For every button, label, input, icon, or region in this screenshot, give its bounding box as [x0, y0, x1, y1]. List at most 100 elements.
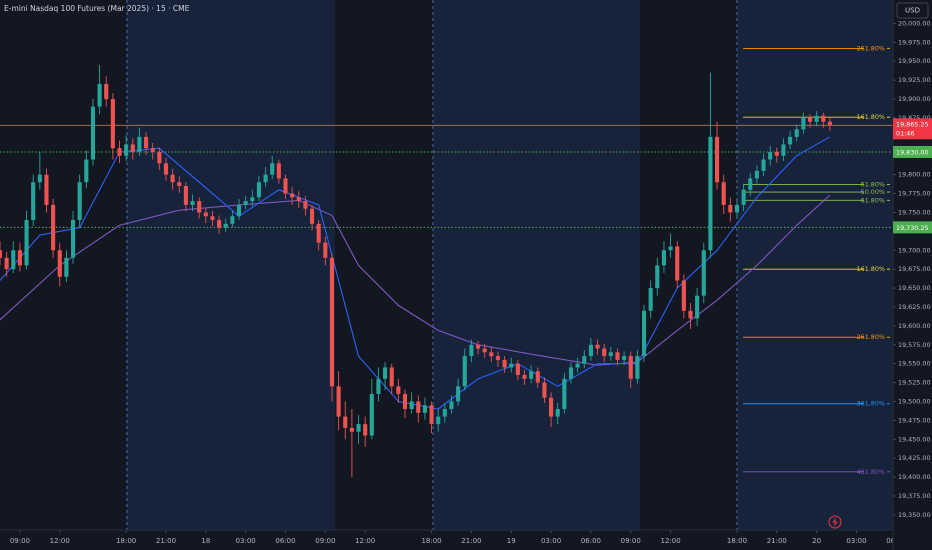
fib-label: 361.80%: [857, 400, 885, 408]
candle-body: [628, 356, 633, 379]
candle-body: [290, 193, 295, 198]
x-tick-label: 18:00: [421, 537, 441, 545]
candle-body: [522, 375, 527, 379]
candle-body: [781, 144, 786, 156]
y-tick-label: 19,500.00: [898, 397, 931, 405]
session-band: [433, 0, 640, 530]
y-tick-label: 19,375.00: [898, 492, 931, 500]
x-tick-label: 21:00: [156, 537, 176, 545]
candle-body: [97, 83, 102, 107]
candle-body: [70, 220, 76, 258]
candle-body: [734, 204, 740, 213]
candle-body: [137, 136, 142, 152]
candle-body: [117, 148, 122, 156]
last-price-tag: [893, 118, 932, 140]
candle-body: [688, 310, 693, 319]
candle-body: [383, 367, 388, 379]
countdown-label: 01:46: [896, 129, 914, 137]
y-tick-label: 19,800.00: [898, 171, 931, 179]
x-tick-label: 19: [507, 537, 516, 545]
candle-body: [827, 121, 832, 126]
candle-body: [303, 201, 308, 209]
y-tick-label: 19,525.00: [898, 379, 931, 387]
currency-button[interactable]: [896, 2, 929, 19]
candle-body: [568, 367, 574, 379]
price-axis: [893, 0, 932, 550]
candle-body: [57, 250, 62, 277]
candle-body: [150, 148, 155, 152]
candle-body: [236, 204, 242, 217]
y-tick-label: 19,950.00: [898, 57, 931, 65]
candle-body: [575, 363, 580, 368]
candle-body: [529, 371, 534, 379]
candle-body: [602, 348, 607, 357]
candle-body: [197, 201, 202, 213]
candle-body: [37, 174, 42, 183]
candle-body: [316, 223, 321, 243]
x-tick-label: 12:00: [660, 537, 680, 545]
chart-title: E-mini Nasdaq 100 Futures (Mar 2025) · 1…: [4, 4, 190, 13]
candle-body: [296, 197, 301, 202]
x-tick-label: 09:00: [315, 537, 335, 545]
y-tick-label: 19,350.00: [898, 511, 931, 519]
candle-body: [11, 250, 16, 270]
candle-body: [270, 163, 275, 175]
candle-body: [475, 344, 481, 349]
x-tick-label: 18:00: [116, 537, 136, 545]
time-axis: [0, 530, 893, 550]
price-tag: [893, 145, 932, 158]
x-tick-label: 06:00: [275, 537, 295, 545]
candle-body: [144, 136, 149, 149]
candle-body: [24, 220, 29, 266]
candle-body: [44, 174, 49, 205]
candle-body: [124, 144, 129, 156]
alert-icon[interactable]: [828, 515, 842, 529]
candle-body: [462, 356, 467, 387]
candle-body: [363, 424, 368, 436]
candle-body: [243, 201, 248, 205]
candle-body: [801, 117, 806, 130]
candle-body: [635, 356, 640, 379]
y-tick-label: 20,000.00: [898, 19, 931, 27]
candle-body: [90, 106, 96, 160]
last-price-label: 19,865.25: [896, 120, 929, 128]
candle-body: [714, 136, 720, 183]
price-tag-label: 19,830.00: [896, 148, 929, 156]
x-tick-label: 21:00: [767, 537, 787, 545]
y-tick-label: 19,575.00: [898, 341, 931, 349]
candle-body: [754, 170, 759, 179]
candle-body: [309, 208, 315, 224]
candle-body: [190, 201, 195, 205]
x-tick-label: 03:00: [846, 537, 866, 545]
candle-body: [681, 280, 686, 311]
candle-body: [595, 344, 600, 349]
overlay: E-mini Nasdaq 100 Futures (Mar 2025) · 1…: [4, 2, 932, 529]
session-shading: [126, 0, 893, 530]
candle-body: [356, 424, 361, 432]
candle-body: [542, 382, 547, 398]
candle-body: [728, 204, 733, 213]
candle-body: [509, 363, 514, 368]
candle-body: [77, 182, 82, 221]
candle-body: [283, 178, 288, 194]
candle-body: [495, 356, 501, 360]
candle-body: [329, 257, 335, 387]
candle-body: [469, 344, 474, 357]
y-tick-label: 19,625.00: [898, 303, 931, 311]
candle-body: [110, 99, 115, 149]
candle-body: [761, 159, 766, 171]
candle-body: [369, 393, 374, 436]
candle-body: [741, 189, 746, 205]
candle-body: [794, 129, 799, 137]
candle-body: [163, 163, 169, 175]
candle-body: [422, 405, 427, 413]
candle-body: [263, 174, 268, 183]
candle-body: [183, 185, 188, 205]
candle-body: [588, 344, 593, 357]
candle-body: [641, 310, 647, 357]
candle-body: [416, 401, 421, 413]
candle-body: [402, 393, 408, 410]
y-tick-label: 19,425.00: [898, 454, 931, 462]
candle-body: [648, 288, 653, 311]
